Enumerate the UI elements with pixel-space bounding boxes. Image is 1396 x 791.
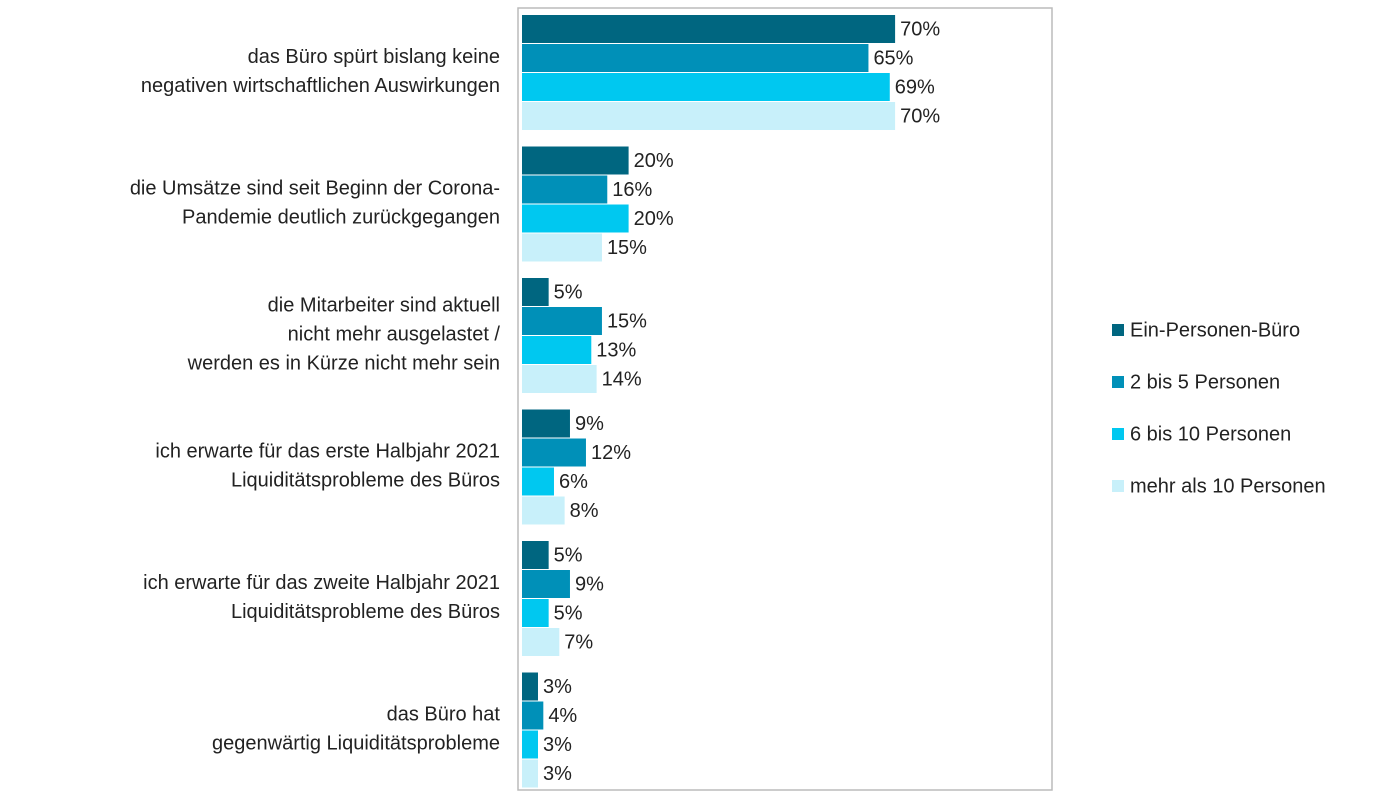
value-label: 7% (564, 631, 593, 653)
bar (522, 365, 597, 393)
value-label: 5% (554, 544, 583, 566)
legend-swatch (1112, 376, 1124, 388)
value-label: 9% (575, 413, 604, 435)
value-label: 3% (543, 676, 572, 698)
bar (522, 496, 565, 525)
value-label: 5% (554, 602, 583, 624)
category-label: die Umsätze sind seit Beginn der Corona-… (130, 178, 500, 229)
value-label: 20% (634, 150, 674, 172)
value-label: 70% (900, 105, 940, 127)
value-label: 13% (596, 339, 636, 361)
bar (522, 73, 890, 101)
value-label: 65% (873, 47, 913, 69)
legend-label: 2 bis 5 Personen (1130, 371, 1280, 393)
bar (522, 175, 608, 204)
bar (522, 278, 549, 306)
bar (522, 336, 592, 364)
value-label: 9% (575, 573, 604, 595)
legend-label: 6 bis 10 Personen (1130, 423, 1291, 445)
bar (522, 146, 629, 175)
bar (522, 570, 570, 598)
value-label: 8% (570, 500, 599, 522)
category-label: das Büro spürt bislang keine negativen wi… (141, 46, 500, 97)
bar (522, 15, 896, 43)
legend-label: mehr als 10 Personen (1130, 475, 1326, 497)
bar (522, 204, 629, 233)
bar (522, 102, 896, 130)
bar (522, 599, 549, 627)
category-label: ich erwarte für das erste Halbjahr 2021 L… (155, 441, 500, 492)
value-label: 16% (612, 179, 652, 201)
value-label: 4% (548, 705, 577, 727)
value-label: 5% (554, 281, 583, 303)
value-label: 20% (634, 208, 674, 230)
category-label: die Mitarbeiter sind aktuell nicht mehr a… (187, 295, 501, 375)
value-label: 70% (900, 18, 940, 40)
bar (522, 409, 570, 438)
value-label: 15% (607, 310, 647, 332)
legend-label: Ein-Personen-Büro (1130, 319, 1300, 341)
value-label: 15% (607, 237, 647, 259)
category-label: das Büro hat gegenwärtig Liquiditätsprobl… (212, 704, 500, 755)
bar (522, 307, 602, 335)
legend-swatch (1112, 480, 1124, 492)
bar (522, 233, 602, 262)
value-label: 6% (559, 471, 588, 493)
bar (522, 438, 586, 467)
legend-swatch (1112, 428, 1124, 440)
bar (522, 730, 538, 759)
value-label: 14% (602, 368, 642, 390)
value-label: 3% (543, 734, 572, 756)
category-label: ich erwarte für das zweite Halbjahr 2021… (143, 572, 500, 623)
bar (522, 759, 538, 788)
bar (522, 701, 544, 730)
bar (522, 467, 554, 496)
bar (522, 44, 869, 72)
value-label: 69% (895, 76, 935, 98)
value-label: 3% (543, 763, 572, 785)
bar (522, 541, 549, 569)
bar (522, 628, 560, 656)
bar (522, 672, 538, 701)
value-label: 12% (591, 442, 631, 464)
legend-swatch (1112, 324, 1124, 336)
plot-frame (517, 7, 1053, 791)
